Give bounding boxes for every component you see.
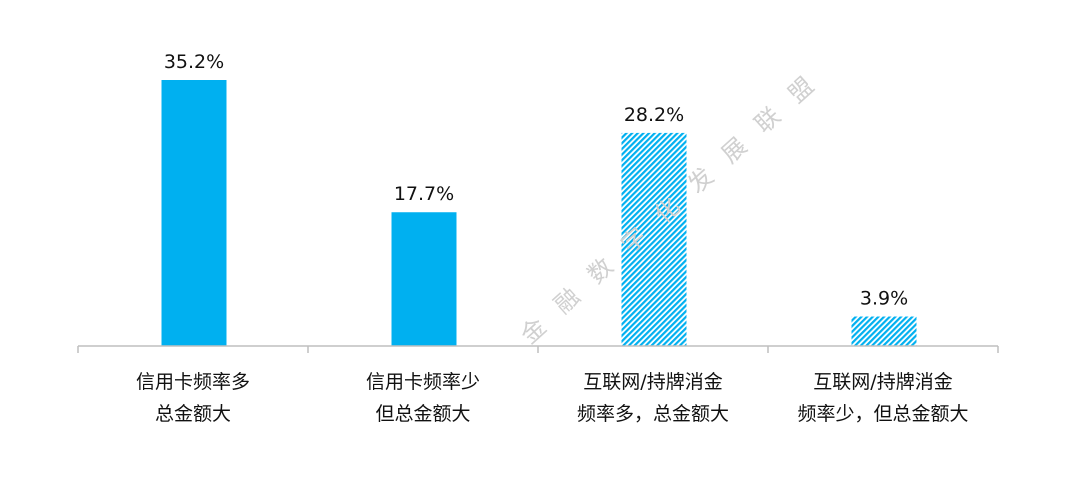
category-label: 信用卡频率少 — [366, 371, 480, 393]
category-label: 频率少，但总金额大 — [797, 403, 968, 425]
category-label: 互联网/持牌消金 — [583, 371, 722, 393]
category-label: 信用卡频率多 — [136, 371, 250, 393]
bar-2 — [391, 212, 457, 346]
category-label: 总金额大 — [155, 403, 231, 425]
bar-3 — [621, 132, 687, 346]
category-label: 互联网/持牌消金 — [813, 371, 952, 393]
data-label: 35.2% — [164, 51, 224, 73]
bar-1 — [161, 80, 227, 346]
data-label: 28.2% — [624, 104, 684, 126]
category-label: 但总金额大 — [375, 403, 470, 425]
category-label: 频率多，总金额大 — [577, 403, 729, 425]
data-label: 3.9% — [860, 288, 908, 310]
data-label: 17.7% — [394, 183, 454, 205]
bar-4 — [851, 316, 917, 346]
